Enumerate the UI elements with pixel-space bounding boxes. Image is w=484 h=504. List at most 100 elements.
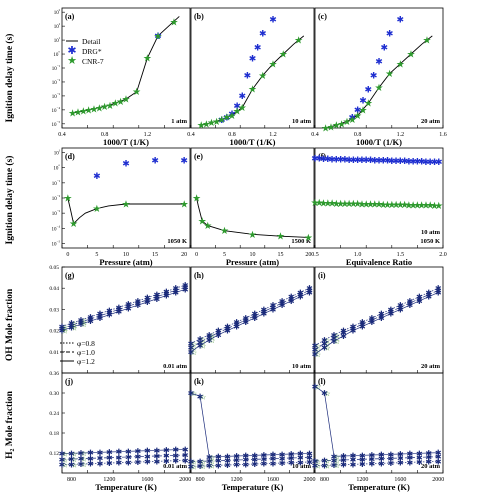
point-i-0: ✱	[340, 327, 347, 336]
ylabel-row3: OH Mole fraction	[5, 288, 15, 361]
ytick-exp-d: ⁻¹	[57, 179, 61, 184]
point-g-0: ✱	[182, 281, 189, 290]
point-k-0: ✱	[188, 462, 195, 471]
point-l-0: ✱	[340, 461, 347, 470]
point-i-0: ✱	[350, 322, 357, 331]
xlabel-d: Pressure (atm)	[99, 257, 152, 267]
point-j-1: ✱	[106, 454, 113, 463]
point-i-1: ✱	[312, 346, 319, 355]
ytick-exp-a: ⁻¹	[57, 64, 61, 69]
xtick-label-k: 1600	[267, 477, 279, 483]
series-line-g-1	[61, 286, 186, 329]
point-b-2: ★	[228, 111, 237, 122]
panel-cond-f: 1050 K	[420, 238, 440, 245]
point-f-0: ✱	[405, 156, 413, 166]
point-i-0: ✱	[435, 284, 442, 293]
xtick-label-c: 0.4	[311, 132, 319, 138]
point-k-1: ✱	[215, 457, 222, 466]
xtick-label-d: 20	[181, 252, 187, 258]
point-f-1: ★	[328, 199, 337, 210]
point-j-1: ✱	[172, 451, 179, 460]
point-l-1: ✱	[369, 455, 376, 464]
point-c-2: ★	[327, 122, 336, 133]
point-f-0: ✱	[367, 155, 375, 165]
xtick-label-c: 1.6	[439, 132, 447, 138]
point-a-1: ✱	[154, 31, 162, 41]
point-i-0: ✱	[312, 341, 319, 350]
point-b-2: ★	[258, 71, 267, 82]
point-h-1: ✱	[233, 320, 240, 329]
point-k-2: ✱	[270, 451, 277, 460]
point-g-1: ✱	[153, 293, 160, 302]
point-j-0: ✱	[172, 457, 179, 466]
point-k-0: ✱	[306, 458, 313, 467]
series-line-a	[72, 16, 180, 114]
point-j-2: ✱	[78, 449, 85, 458]
point-i-2: ✱	[350, 327, 357, 336]
point-g-2: ✱	[153, 295, 160, 304]
point-d-2: ★	[92, 204, 101, 215]
point-j-2: ✱	[135, 447, 142, 456]
point-f-0: ✱	[431, 157, 439, 167]
point-i-1: ✱	[369, 316, 376, 325]
series-line-g-2	[61, 288, 186, 331]
point-a-2: ★	[74, 108, 83, 119]
xtick-label-l: 1600	[394, 477, 406, 483]
point-h-1: ✱	[242, 316, 249, 325]
point-l-2: ✱	[340, 452, 347, 461]
point-b-1: ✱	[249, 53, 257, 63]
point-c-2: ★	[407, 50, 416, 61]
ytick-label-g: 0.01	[49, 350, 59, 356]
legend-phi08-label: φ=0.8	[77, 339, 95, 348]
point-l-1: ✱	[312, 457, 319, 466]
point-c-1: ✱	[370, 70, 378, 80]
xlabel-l: Temperature (K)	[348, 482, 410, 492]
point-j-0: ✱	[135, 458, 142, 467]
point-k-0: ✱	[270, 459, 277, 468]
point-k-1: ✱	[279, 454, 286, 463]
legend-drg-marker: ✱	[67, 45, 76, 57]
point-k-0: ✱	[233, 461, 240, 470]
point-c-1: ✱	[381, 43, 389, 53]
point-k-2: ✱	[261, 451, 268, 460]
point-i-1: ✱	[378, 312, 385, 321]
point-j-0: ✱	[125, 458, 132, 467]
point-g-2: ✱	[68, 323, 75, 332]
point-h-2: ✱	[251, 314, 258, 323]
point-f-1: ★	[366, 200, 375, 211]
ytick-label-a: 10⁻¹	[52, 64, 61, 72]
point-f-1: ★	[434, 201, 443, 212]
point-j-0: ✱	[163, 457, 170, 466]
point-c-1: ✱	[375, 56, 383, 66]
point-k-1: ✱	[233, 456, 240, 465]
ytick-label-g: 0.05	[49, 265, 59, 271]
point-f-1: ★	[421, 201, 430, 212]
point-g-1: ✱	[97, 312, 104, 321]
point-e-2: ★	[248, 230, 257, 241]
series-line-j-1	[61, 454, 186, 460]
xlabel-b: 1000/T (1/K)	[230, 137, 276, 147]
xtick-label-a: 0.4	[58, 132, 66, 138]
point-i-2: ✱	[312, 350, 319, 359]
point-b-1: ✱	[238, 91, 246, 101]
point-f-0: ✱	[388, 156, 396, 166]
point-i-1: ✱	[425, 291, 432, 300]
point-green-k-1: ☆	[209, 458, 215, 466]
point-f-1: ★	[345, 199, 354, 210]
point-c-2: ★	[385, 69, 394, 80]
point-k-2: ✱	[279, 450, 286, 459]
point-c-2: ★	[375, 83, 384, 94]
ytick-label-d: 10⁻¹	[52, 179, 61, 187]
panel-l: 800 1200 1600 2000 Temperature (K) (l) 20 atm ✱…	[312, 372, 444, 492]
point-l-2: ✱	[397, 450, 404, 459]
point-c-2: ★	[396, 59, 405, 70]
series-line-j-0	[61, 459, 186, 466]
point-j-2: ✱	[144, 447, 151, 456]
point-h-0: ✱	[297, 288, 304, 297]
point-i-2: ✱	[406, 301, 413, 310]
point-g-0: ✱	[59, 322, 66, 331]
point-a-2: ★	[170, 17, 179, 28]
series-line-h-1	[190, 289, 310, 348]
series-line-l-2	[314, 386, 439, 457]
point-h-1: ✱	[206, 333, 213, 342]
